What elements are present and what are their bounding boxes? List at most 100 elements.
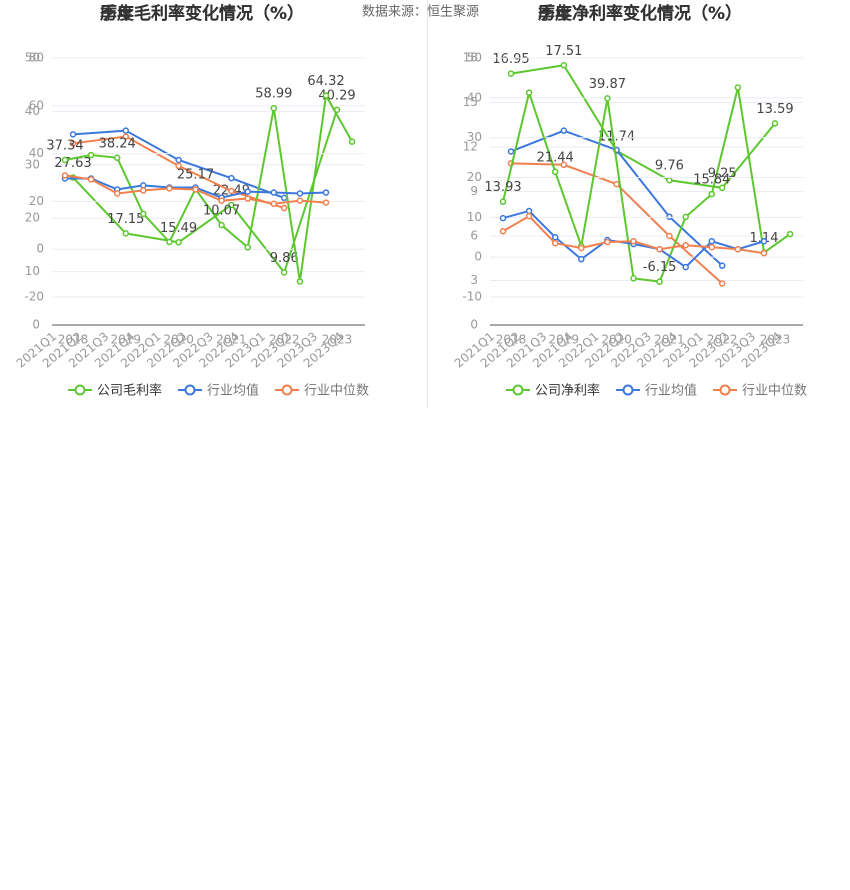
y-tick-label: 0 bbox=[36, 242, 44, 256]
x-tick-label: 2019 bbox=[549, 333, 580, 347]
y-tick-label: 10 bbox=[467, 210, 482, 224]
data-point bbox=[551, 168, 559, 176]
data-point bbox=[760, 249, 768, 257]
x-tick-label: 2022 bbox=[269, 333, 300, 347]
data-point bbox=[507, 148, 515, 155]
data-point bbox=[192, 186, 199, 193]
x-tick-label: 2021 bbox=[654, 333, 685, 347]
series-line bbox=[64, 92, 353, 282]
data-label: 10.07 bbox=[203, 204, 240, 219]
y-tick-label: 80 bbox=[29, 51, 44, 65]
data-point bbox=[175, 156, 182, 164]
series-line bbox=[72, 109, 338, 275]
data-point bbox=[525, 207, 533, 215]
legend-marker bbox=[184, 384, 196, 396]
data-label: 17.15 bbox=[107, 212, 144, 227]
data-label: 58.99 bbox=[255, 87, 292, 102]
data-point bbox=[322, 189, 330, 196]
data-point bbox=[560, 161, 568, 169]
data-point bbox=[218, 221, 225, 229]
y-tick-label: 40 bbox=[467, 90, 482, 104]
data-point bbox=[604, 238, 611, 246]
data-point bbox=[87, 176, 95, 183]
data-point bbox=[718, 184, 726, 192]
data-point bbox=[122, 230, 130, 237]
data-label: 9.76 bbox=[655, 159, 684, 174]
data-point bbox=[666, 176, 673, 184]
legend-marker bbox=[281, 384, 293, 396]
data-point bbox=[61, 156, 69, 164]
chart: 季度毛利率变化情况（%）-200204060802021Q12021Q22021… bbox=[14, 3, 365, 371]
data-point bbox=[175, 162, 182, 170]
y-tick-label: 10 bbox=[25, 264, 40, 278]
legend-label: 公司毛利率 bbox=[97, 383, 162, 399]
y-tick-label: 20 bbox=[25, 211, 40, 225]
data-point bbox=[228, 174, 235, 182]
data-label: 38.24 bbox=[99, 136, 136, 151]
chart-title: 季度净利率变化情况（%） bbox=[538, 3, 742, 24]
data-point bbox=[244, 244, 251, 251]
data-point bbox=[69, 131, 77, 138]
x-tick-label: 2022 bbox=[707, 333, 738, 347]
x-tick-label: 2020 bbox=[163, 333, 194, 347]
data-point bbox=[122, 127, 130, 134]
data-point bbox=[69, 140, 77, 147]
legend-marker bbox=[512, 384, 524, 396]
data-point bbox=[280, 269, 288, 276]
data-point bbox=[656, 278, 663, 285]
data-point bbox=[499, 198, 507, 205]
data-point bbox=[682, 263, 689, 271]
data-point bbox=[734, 84, 742, 91]
legend-item: 公司毛利率 bbox=[68, 383, 162, 399]
legend-label: 行业中位数 bbox=[742, 384, 807, 399]
data-point bbox=[280, 204, 288, 212]
data-point bbox=[113, 190, 121, 197]
x-tick-label: 2020 bbox=[601, 333, 632, 347]
x-tick-label: 2021 bbox=[216, 333, 247, 347]
data-label: 21.44 bbox=[537, 150, 574, 165]
legend-item: 行业均值 bbox=[178, 383, 259, 399]
y-tick-label: -10 bbox=[462, 290, 482, 304]
data-label: 37.34 bbox=[46, 138, 83, 153]
legend-item: 行业中位数 bbox=[275, 384, 369, 399]
y-tick-label: 0 bbox=[32, 318, 40, 332]
data-point bbox=[656, 245, 663, 253]
legend-label: 行业均值 bbox=[207, 383, 259, 399]
data-label: 13.59 bbox=[756, 102, 793, 117]
y-tick-label: 12 bbox=[463, 140, 478, 154]
series-line bbox=[502, 87, 791, 283]
x-tick-label: 2018 bbox=[58, 333, 89, 347]
data-point bbox=[228, 201, 235, 209]
data-point bbox=[244, 195, 251, 202]
data-point bbox=[122, 133, 130, 140]
data-label: 9.86 bbox=[270, 251, 299, 266]
data-point bbox=[666, 213, 673, 220]
data-point bbox=[270, 200, 278, 208]
y-tick-label: 0 bbox=[470, 318, 478, 332]
y-tick-label: 9 bbox=[470, 184, 478, 198]
chart-title: 历年毛利率变化情况（%） bbox=[100, 3, 304, 24]
data-point bbox=[734, 245, 742, 253]
legend-label: 行业均值 bbox=[645, 383, 697, 399]
data-point bbox=[228, 187, 235, 195]
x-tick-label: 2023 bbox=[760, 333, 791, 347]
data-point bbox=[630, 237, 637, 245]
data-point bbox=[270, 104, 278, 112]
y-tick-label: 20 bbox=[29, 194, 44, 208]
data-point bbox=[560, 127, 568, 134]
data-point bbox=[175, 239, 182, 246]
data-point bbox=[140, 210, 147, 218]
y-tick-label: -20 bbox=[24, 290, 44, 304]
data-point bbox=[140, 182, 147, 189]
data-point bbox=[682, 213, 689, 221]
legend-marker bbox=[719, 384, 731, 396]
data-point bbox=[296, 190, 304, 197]
data-label: 39.87 bbox=[589, 77, 626, 92]
data-point bbox=[166, 238, 173, 246]
data-point bbox=[718, 280, 726, 287]
legend-label: 公司净利率 bbox=[535, 383, 600, 399]
series-line bbox=[502, 214, 765, 255]
data-point bbox=[499, 214, 507, 222]
data-point bbox=[296, 197, 304, 204]
data-point bbox=[140, 187, 147, 194]
